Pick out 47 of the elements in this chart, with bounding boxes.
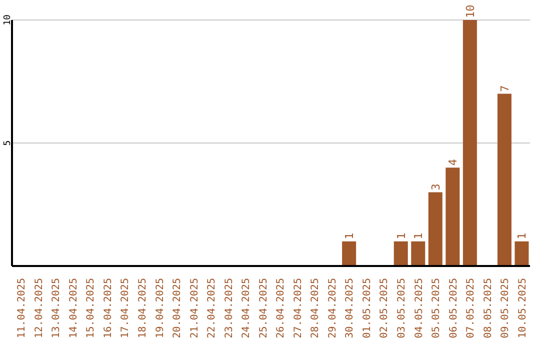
bar (446, 168, 460, 266)
bar (394, 241, 408, 266)
x-tick-label: 07.05.2025 (466, 278, 477, 338)
x-tick-label: 04.05.2025 (414, 278, 425, 338)
x-tick-label: 30.04.2025 (344, 278, 356, 338)
bar (342, 241, 356, 266)
x-tick-label: 06.05.2025 (448, 278, 460, 338)
x-tick-label: 18.04.2025 (138, 278, 148, 338)
data-label: 1 (343, 232, 356, 240)
x-tick-label: 13.04.2025 (51, 278, 62, 338)
x-tick-label: 10.05.2025 (517, 278, 528, 338)
x-tick-label: 15.04.2025 (86, 278, 97, 338)
x-tick-label: 14.04.2025 (68, 278, 80, 338)
data-label: 4 (446, 158, 460, 166)
x-tick-label: 17.04.2025 (120, 278, 132, 338)
x-tick-label: 02.05.2025 (379, 278, 390, 338)
data-label: 1 (412, 232, 426, 240)
x-tick-label: 20.04.2025 (172, 278, 184, 338)
bar (462, 20, 477, 266)
bar (514, 241, 529, 266)
x-tick-label: 16.04.2025 (102, 278, 114, 338)
data-label: 1 (516, 232, 529, 240)
x-tick-label: 11.04.2025 (16, 278, 28, 338)
x-tick-label: 26.04.2025 (276, 278, 287, 338)
x-tick-label: 23.04.2025 (224, 278, 235, 338)
x-tick-label: 05.05.2025 (431, 278, 442, 338)
bar (497, 94, 512, 266)
x-tick-label: 09.05.2025 (500, 278, 512, 338)
x-tick-label: 22.04.2025 (206, 278, 218, 338)
x-tick-label: 27.04.2025 (292, 278, 304, 338)
bar (428, 192, 442, 266)
x-tick-label: 29.04.2025 (327, 278, 338, 338)
data-label: 7 (498, 85, 512, 92)
bar (411, 241, 426, 266)
x-tick-label: 01.05.2025 (362, 278, 373, 338)
x-tick-label: 25.04.2025 (258, 278, 270, 338)
x-tick-label: 08.05.2025 (482, 278, 494, 338)
x-tick-label: 12.04.2025 (34, 278, 45, 338)
x-tick-label: 28.04.2025 (310, 278, 322, 338)
x-tick-label: 24.04.2025 (241, 278, 252, 338)
data-label: 3 (429, 184, 442, 190)
y-tick-label: 5 (3, 140, 13, 146)
x-tick-label: 19.04.2025 (154, 278, 166, 338)
data-label: 1 (394, 232, 408, 240)
x-tick-label: 03.05.2025 (396, 278, 408, 338)
data-label: 10 (464, 4, 477, 18)
x-tick-label: 21.04.2025 (189, 278, 200, 338)
